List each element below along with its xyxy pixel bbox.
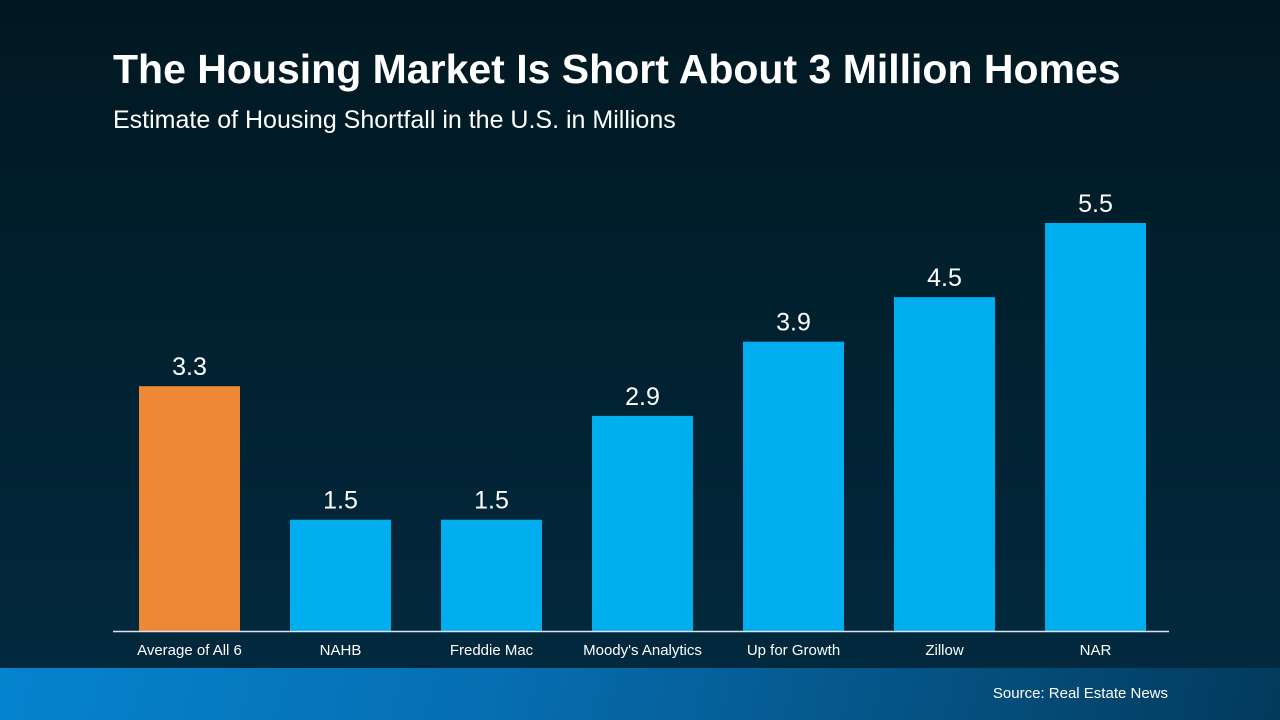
data-label: 5.5 <box>1078 190 1113 218</box>
bar <box>441 519 542 631</box>
x-tick-label: Up for Growth <box>747 642 840 659</box>
x-tick-label: Average of All 6 <box>137 642 242 659</box>
bar <box>290 519 391 631</box>
data-label: 3.3 <box>172 353 207 381</box>
x-tick-label: Freddie Mac <box>450 642 534 659</box>
bar <box>1045 223 1146 631</box>
chart-title: The Housing Market Is Short About 3 Mill… <box>113 46 1121 92</box>
data-label: 4.5 <box>927 264 962 292</box>
data-label: 1.5 <box>323 487 358 515</box>
footer-band: Source: Real Estate News <box>0 668 1280 720</box>
x-tick-label: NAR <box>1080 642 1112 659</box>
data-label: 3.9 <box>776 309 811 337</box>
bar-chart: 3.3 Average of All 6 1.5 NAHB 1.5 Freddie Mac… <box>113 190 1169 659</box>
x-tick-label: Moody's Analytics <box>583 642 702 659</box>
x-tick-label: NAHB <box>320 642 362 659</box>
bar <box>743 341 844 631</box>
bar <box>139 386 240 631</box>
x-tick-label: Zillow <box>925 642 964 659</box>
data-label: 1.5 <box>474 487 509 515</box>
data-label: 2.9 <box>625 383 660 411</box>
bar <box>894 297 995 631</box>
source-note: Source: Real Estate News <box>992 685 1168 702</box>
chart-subtitle: Estimate of Housing Shortfall in the U.S… <box>113 106 676 134</box>
bar <box>592 415 693 631</box>
